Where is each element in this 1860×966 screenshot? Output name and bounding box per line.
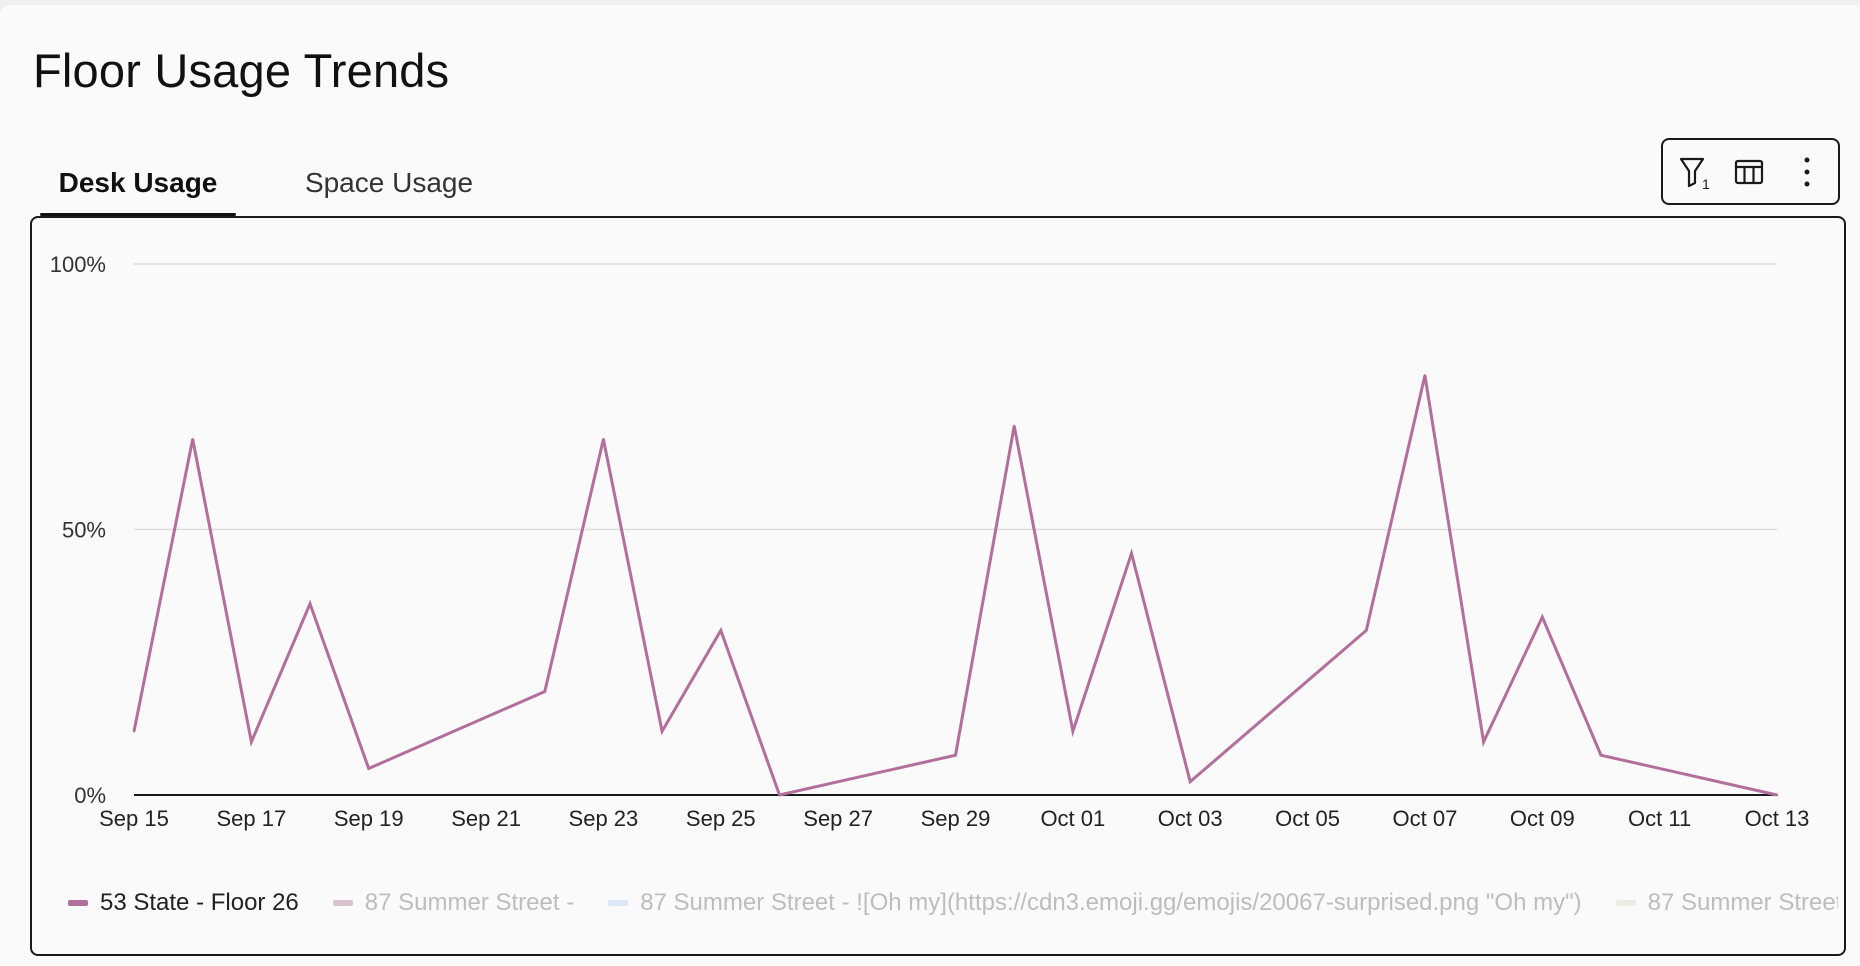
x-tick-label: Oct 01 — [1040, 806, 1105, 831]
data-point — [250, 740, 253, 744]
data-point — [778, 793, 781, 797]
x-tick-label: Oct 05 — [1275, 806, 1340, 831]
data-point — [1130, 552, 1133, 555]
series-line — [132, 375, 1778, 797]
x-tick-label: Sep 21 — [451, 806, 521, 831]
data-point — [1189, 780, 1192, 783]
legend-swatch — [332, 900, 353, 906]
x-tick-label: Sep 15 — [99, 806, 169, 831]
tab-desk-usage[interactable]: Desk Usage — [40, 148, 236, 218]
legend-item[interactable]: 87 Summer Street - ![Oh my](https://cdn3… — [608, 878, 1582, 928]
columns-icon — [1734, 159, 1764, 185]
x-tick-label: Sep 27 — [803, 806, 873, 831]
chart-toolbar: 1 — [1661, 138, 1840, 205]
x-tick-label: Oct 11 — [1628, 806, 1691, 831]
legend-item[interactable]: 87 Summer Street - — [332, 878, 575, 928]
data-point — [308, 602, 312, 606]
data-point — [1599, 753, 1603, 757]
y-tick-label: 0% — [74, 783, 106, 808]
y-tick-label: 50% — [62, 518, 106, 543]
data-point — [1012, 424, 1016, 428]
data-point — [602, 438, 605, 441]
legend-label: 53 State - Floor 26 — [100, 889, 299, 916]
x-tick-label: Oct 03 — [1158, 806, 1223, 831]
y-tick-label: 100% — [50, 252, 106, 277]
more-vertical-icon — [1804, 157, 1810, 187]
columns-button[interactable] — [1725, 148, 1773, 196]
legend-swatch — [1615, 900, 1636, 906]
x-tick-label: Oct 09 — [1510, 806, 1575, 831]
data-point — [543, 690, 546, 693]
data-point — [1423, 374, 1427, 377]
data-point — [132, 730, 136, 733]
filter-button[interactable]: 1 — [1671, 148, 1719, 196]
x-tick-label: Sep 19 — [334, 806, 404, 831]
legend-item[interactable]: 87 Summer Street - — [1615, 878, 1838, 928]
page-title: Floor Usage Trends — [33, 44, 450, 97]
chart-legend: 53 State - Floor 26 87 Summer Street - 87 … — [68, 878, 1838, 928]
x-tick-label: Sep 23 — [569, 806, 639, 831]
x-tick-label: Oct 13 — [1745, 806, 1810, 831]
legend-label: 87 Summer Street - — [1647, 889, 1838, 916]
x-tick-label: Oct 07 — [1393, 806, 1458, 831]
filter-badge: 1 — [1702, 176, 1710, 192]
data-point — [191, 438, 194, 441]
x-tick-label: Sep 17 — [216, 806, 286, 831]
data-point — [1482, 740, 1485, 744]
legend-swatch — [68, 900, 88, 906]
chart-panel: 100% 50% 0% Sep 15 Sep 17 Sep 19 Sep 21 Sep 23 S… — [30, 216, 1846, 956]
tab-space-usage[interactable]: Space Usage — [263, 148, 515, 218]
filter-icon: 1 — [1679, 157, 1710, 192]
floor-usage-card: Floor Usage Trends Desk Usage Space Usag… — [0, 5, 1860, 966]
data-point — [1365, 629, 1368, 632]
legend-item[interactable]: 53 State - Floor 26 — [68, 878, 299, 928]
legend-swatch — [608, 900, 629, 906]
data-point — [719, 629, 722, 632]
x-tick-label: Sep 29 — [921, 806, 991, 831]
data-point — [1071, 730, 1075, 733]
tab-bar: Desk Usage Space Usage — [30, 148, 630, 218]
more-options-button[interactable] — [1783, 148, 1831, 196]
data-point — [1541, 615, 1544, 619]
legend-label: 87 Summer Street - — [364, 889, 575, 916]
data-point — [954, 753, 957, 757]
data-point — [1775, 793, 1779, 797]
line-chart: 100% 50% 0%Sep 15 Sep 17 Sep 19 Sep 21 Sep 23 S… — [50, 252, 1810, 831]
data-point — [367, 767, 370, 770]
data-point — [660, 730, 664, 733]
x-tick-label: Sep 25 — [686, 806, 756, 831]
legend-label: 87 Summer Street - ![Oh my](https://cdn3… — [640, 889, 1582, 916]
